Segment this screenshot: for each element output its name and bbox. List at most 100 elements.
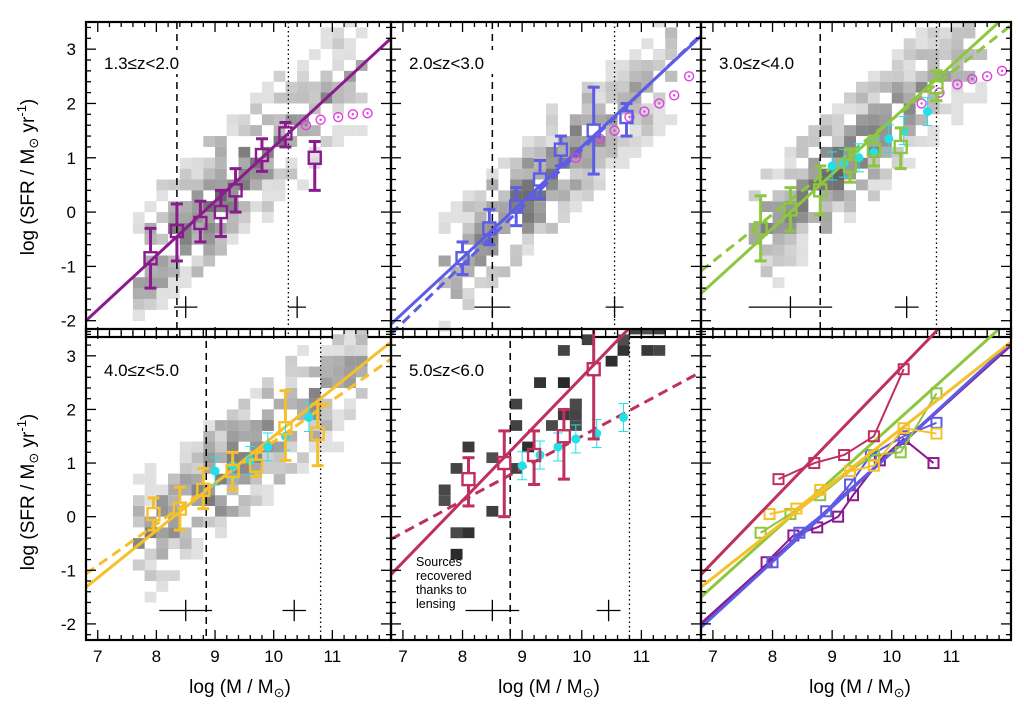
series-marker	[808, 457, 821, 470]
density-cell	[215, 136, 227, 147]
density-cell	[203, 244, 216, 256]
density-cell	[191, 473, 204, 485]
density-cell	[903, 125, 916, 137]
density-cell	[975, 49, 988, 61]
density-cell	[179, 538, 192, 549]
series-marker	[772, 473, 785, 486]
density-cell	[951, 49, 964, 61]
density-cell	[168, 288, 180, 299]
density-cell	[179, 212, 192, 223]
density-cell	[903, 81, 916, 93]
density-cell	[498, 201, 511, 213]
density-cell	[355, 125, 368, 137]
density-cell	[951, 92, 964, 104]
fit-line	[391, 329, 631, 576]
density-cell	[951, 6, 963, 17]
density-cell	[617, 146, 630, 158]
density-cell	[238, 157, 251, 169]
density-cell	[474, 244, 487, 256]
density-cell	[617, 157, 630, 169]
density-cell	[179, 452, 192, 464]
density-cell	[144, 298, 157, 310]
density-cell	[438, 320, 451, 332]
density-cell	[820, 125, 833, 137]
density-cell	[963, 0, 975, 6]
density-cell	[915, 49, 928, 61]
density-cell	[261, 157, 274, 169]
density-cell	[605, 157, 618, 169]
density-cell	[963, 22, 976, 28]
density-cell	[215, 168, 227, 180]
density-cell	[796, 255, 809, 267]
density-cell	[308, 125, 321, 137]
density-cell	[273, 168, 286, 180]
density-cell	[844, 157, 856, 169]
density-cell	[191, 168, 204, 180]
density-cell	[832, 179, 845, 191]
density-cell	[772, 244, 785, 256]
density-cell	[808, 136, 821, 147]
density-cell	[951, 22, 964, 28]
density-cell	[308, 366, 321, 378]
density-cell	[844, 212, 856, 223]
cyan-point	[827, 161, 837, 171]
density-cell	[975, 92, 988, 104]
density-cell	[156, 190, 169, 202]
reference-point-dot	[337, 115, 340, 119]
density-cell	[796, 136, 809, 147]
density-cell	[784, 233, 797, 245]
density-cell	[332, 420, 345, 431]
density-cell	[344, 409, 356, 421]
density-cell	[617, 334, 630, 346]
density-cell	[450, 266, 463, 278]
density-cell	[344, 81, 356, 93]
density-cell	[215, 146, 227, 158]
density-cell	[203, 233, 216, 245]
binned-marker	[225, 463, 240, 479]
density-cell	[617, 92, 630, 104]
density-cell	[355, 27, 368, 39]
series-marker	[763, 507, 776, 520]
density-cell	[355, 92, 368, 104]
binned-marker	[586, 362, 601, 377]
density-cell	[215, 516, 227, 528]
density-cell	[215, 244, 227, 256]
density-cell	[297, 92, 309, 104]
density-cell	[144, 201, 157, 213]
density-cell	[203, 420, 216, 431]
density-cell	[179, 463, 192, 474]
density-cell	[784, 157, 797, 169]
fit-line-dashed	[701, 24, 1011, 273]
density-cell	[462, 233, 475, 245]
density-cell	[618, 313, 630, 324]
series-marker	[897, 363, 910, 376]
density-cell	[569, 190, 582, 202]
density-cell	[144, 288, 157, 299]
density-cell	[438, 222, 451, 234]
density-cell	[273, 92, 286, 104]
density-cell	[879, 81, 892, 93]
density-cell	[832, 157, 845, 169]
density-cell	[273, 70, 286, 82]
binned-marker	[248, 458, 264, 473]
density-cell	[641, 125, 654, 137]
density-cell	[784, 201, 797, 213]
density-cell	[203, 430, 216, 442]
density-cell	[438, 484, 451, 496]
density-cell	[226, 212, 239, 223]
density-cell	[462, 527, 475, 539]
reference-point	[609, 125, 620, 136]
density-cell	[951, 60, 964, 71]
density-cell	[856, 179, 868, 191]
density-cell	[569, 114, 582, 126]
density-cell	[238, 505, 251, 517]
series-marker	[897, 422, 910, 435]
density-cell	[168, 484, 180, 496]
density-cell	[250, 463, 262, 474]
cyan-point	[263, 442, 273, 452]
reference-point	[981, 71, 993, 82]
density-cell	[144, 463, 157, 474]
reference-point	[967, 73, 978, 85]
series-marker	[754, 526, 767, 539]
density-cell	[285, 441, 298, 453]
